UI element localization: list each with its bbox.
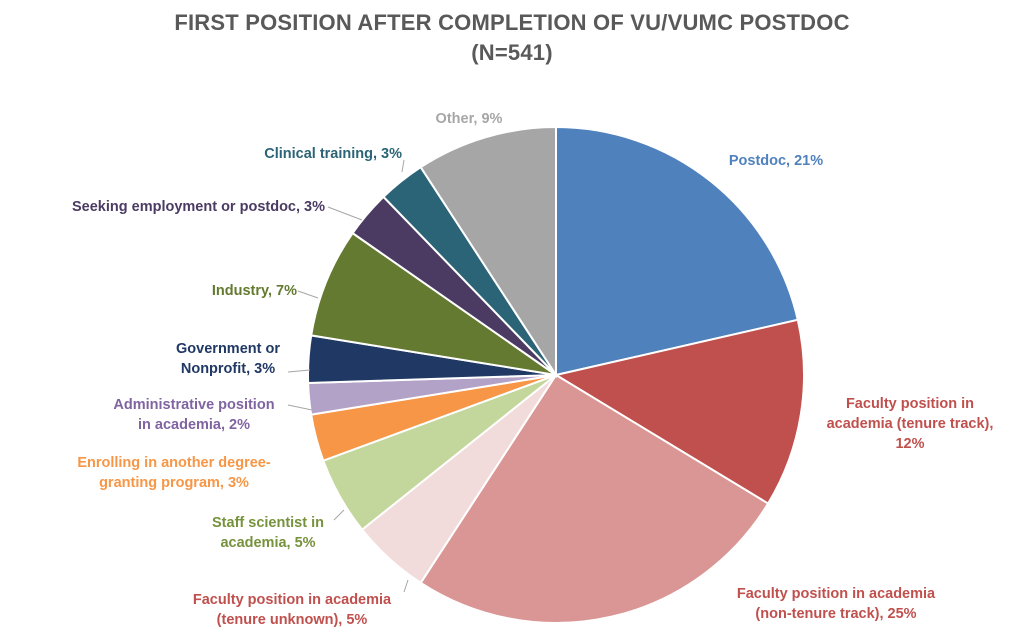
slice-label-7: Administrative position in academia, 2% bbox=[113, 397, 274, 433]
pie-slice-2 bbox=[553, 318, 805, 505]
slice-label-10: Seeking employment or postdoc, 3% bbox=[72, 199, 325, 215]
slice-label-9: Industry, 7% bbox=[212, 283, 297, 299]
chart-title: FIRST POSITION AFTER COMPLETION OF VU/VU… bbox=[174, 10, 850, 35]
slice-label-4: Faculty position in academia (tenure unkn… bbox=[193, 592, 392, 628]
leader-line-8 bbox=[287, 369, 311, 373]
chart-subtitle: (N=541) bbox=[471, 40, 553, 65]
leader-line-4 bbox=[403, 579, 409, 593]
slice-label-5: Staff scientist in academia, 5% bbox=[212, 515, 324, 551]
leader-line-7 bbox=[287, 404, 313, 411]
pie-slice-1 bbox=[555, 125, 799, 377]
leader-line-9 bbox=[297, 290, 319, 299]
pie-slice-12 bbox=[419, 125, 557, 379]
leader-line-5 bbox=[333, 509, 345, 521]
slice-label-8: Government or Nonprofit, 3% bbox=[176, 341, 280, 377]
pie-slice-9 bbox=[310, 231, 557, 376]
pie-slice-3 bbox=[419, 373, 770, 624]
leader-line-10 bbox=[327, 206, 363, 221]
slice-label-6: Enrolling in another degree-granting pro… bbox=[77, 455, 271, 491]
slice-label-1: Postdoc, 21% bbox=[729, 153, 823, 169]
leader-line-11 bbox=[401, 159, 405, 173]
slice-label-12: Other, 9% bbox=[436, 111, 503, 127]
slice-label-3: Faculty position in academia (non-tenure … bbox=[737, 586, 936, 622]
slice-label-11: Clinical training, 3% bbox=[264, 146, 402, 162]
slice-label-2: Faculty position in academia (tenure trac… bbox=[827, 396, 994, 452]
